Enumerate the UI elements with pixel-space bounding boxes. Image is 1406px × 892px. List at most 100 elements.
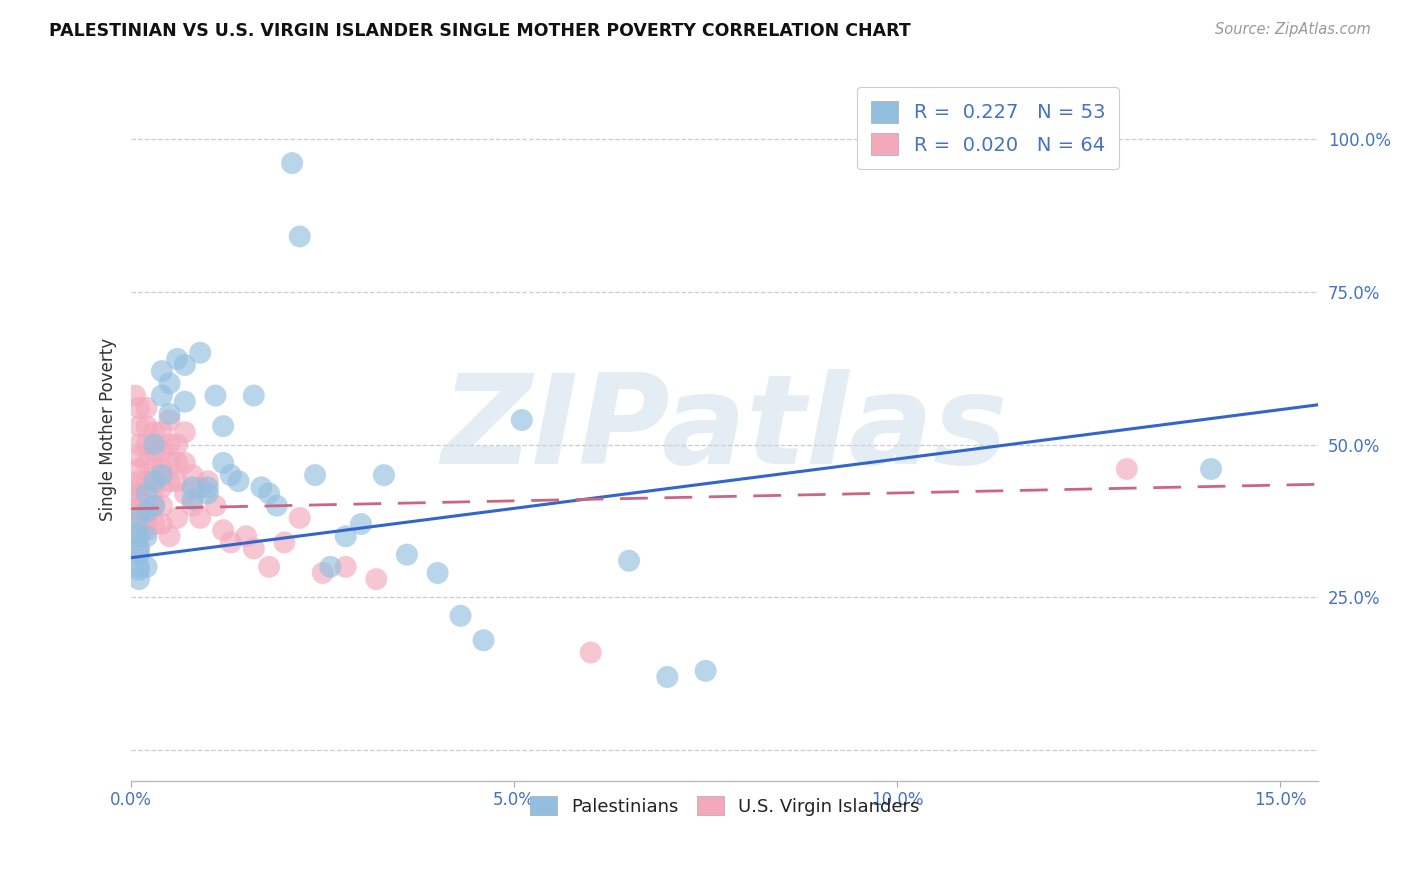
Point (250, 480, 273, 494)
Point (159, 407, 181, 421)
Point (159, 474, 181, 488)
Point (173, 394, 195, 409)
Point (143, 499, 166, 513)
Point (288, 511, 311, 525)
Point (617, 554, 640, 568)
Point (128, 450, 150, 464)
Point (235, 529, 257, 543)
Point (257, 486, 280, 500)
Point (266, 499, 288, 513)
Point (219, 535, 242, 549)
Point (150, 462, 173, 476)
Point (335, 560, 357, 574)
Point (128, 462, 150, 476)
Point (135, 419, 157, 434)
Point (128, 541, 150, 556)
Point (173, 358, 195, 372)
Point (135, 511, 157, 525)
Point (373, 468, 395, 483)
Point (150, 516, 173, 531)
Legend: Palestinians, U.S. Virgin Islanders: Palestinians, U.S. Virgin Islanders (520, 788, 929, 825)
Point (128, 486, 150, 500)
Point (135, 401, 157, 415)
Point (281, 156, 304, 170)
Point (128, 572, 150, 586)
Point (204, 388, 226, 402)
Point (450, 608, 472, 623)
Point (695, 664, 717, 678)
Point (128, 516, 150, 531)
Point (128, 511, 150, 525)
Point (150, 364, 173, 378)
Point (143, 480, 166, 494)
Point (135, 474, 157, 488)
Point (166, 351, 188, 366)
Point (143, 516, 166, 531)
Point (319, 560, 342, 574)
Point (242, 388, 264, 402)
Text: Source: ZipAtlas.com: Source: ZipAtlas.com (1215, 22, 1371, 37)
Point (135, 529, 157, 543)
Point (135, 456, 157, 470)
Point (197, 480, 219, 494)
Point (159, 456, 181, 470)
Point (212, 523, 235, 537)
Point (128, 492, 150, 507)
Point (188, 345, 211, 359)
Point (510, 413, 533, 427)
Point (181, 492, 204, 507)
Y-axis label: Single Mother Poverty: Single Mother Poverty (100, 338, 117, 521)
Point (304, 468, 326, 483)
Point (135, 486, 157, 500)
Point (228, 474, 250, 488)
Point (135, 560, 157, 574)
Point (128, 419, 150, 434)
Point (212, 419, 235, 434)
Point (159, 413, 181, 427)
Point (135, 505, 157, 519)
Text: ZIPatlas: ZIPatlas (441, 368, 1008, 490)
Point (150, 388, 173, 402)
Point (150, 443, 173, 458)
Text: PALESTINIAN VS U.S. VIRGIN ISLANDER SINGLE MOTHER POVERTY CORRELATION CHART: PALESTINIAN VS U.S. VIRGIN ISLANDER SING… (49, 22, 911, 40)
Point (135, 523, 157, 537)
Point (150, 499, 173, 513)
Point (128, 529, 150, 543)
Point (181, 468, 204, 483)
Point (143, 462, 166, 476)
Point (472, 633, 495, 648)
Point (173, 425, 195, 440)
Point (128, 401, 150, 415)
Point (197, 486, 219, 500)
Point (579, 646, 602, 660)
Point (173, 486, 195, 500)
Point (366, 572, 388, 586)
Point (128, 563, 150, 577)
Point (335, 529, 357, 543)
Point (166, 456, 188, 470)
Point (150, 425, 173, 440)
Point (159, 529, 181, 543)
Point (197, 474, 219, 488)
Point (150, 468, 173, 483)
Point (1115, 462, 1137, 476)
Point (124, 388, 146, 402)
Point (143, 443, 166, 458)
Point (350, 516, 373, 531)
Point (128, 548, 150, 562)
Point (128, 541, 150, 556)
Point (1199, 462, 1222, 476)
Point (128, 505, 150, 519)
Point (150, 480, 173, 494)
Point (128, 529, 150, 543)
Point (395, 548, 418, 562)
Point (166, 511, 188, 525)
Point (143, 474, 166, 488)
Point (166, 474, 188, 488)
Point (166, 437, 188, 451)
Point (188, 480, 211, 494)
Point (124, 526, 146, 541)
Point (426, 566, 449, 580)
Point (135, 437, 157, 451)
Point (181, 499, 204, 513)
